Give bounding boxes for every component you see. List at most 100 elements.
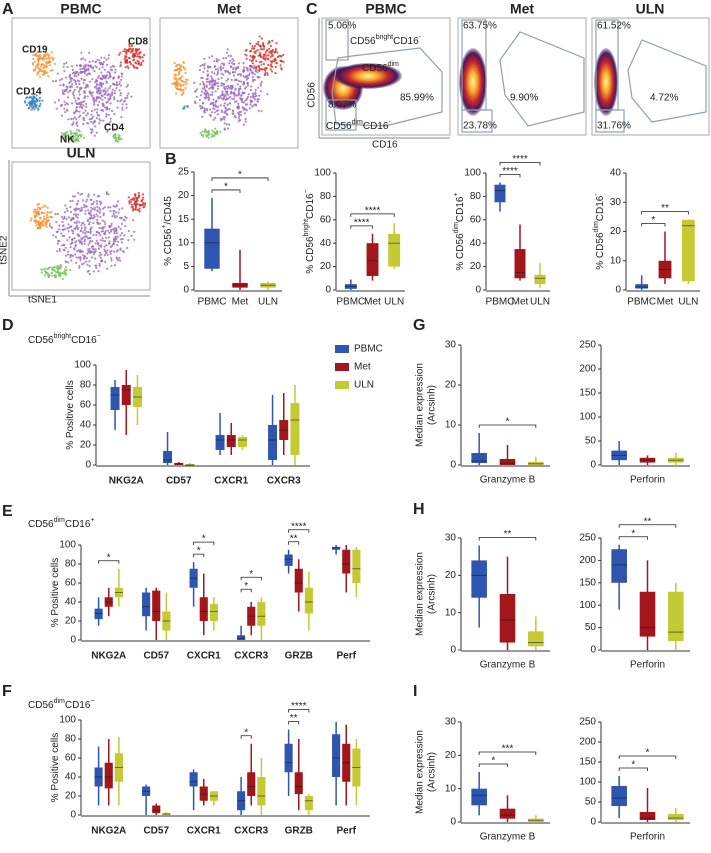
population-label-part: CD56 (362, 63, 388, 74)
tsne-dot (119, 51, 122, 54)
tsne-dot (251, 47, 254, 50)
tsne-dot (206, 80, 209, 83)
tsne-dot (29, 219, 32, 222)
x-tick-label: CD57 (143, 826, 169, 837)
tsne-dot (36, 73, 39, 76)
tsne-dot (128, 57, 131, 60)
tsne-dot (108, 108, 111, 111)
tsne-dot (44, 221, 47, 224)
tsne-dot (98, 122, 101, 125)
tsne-dot (116, 240, 119, 243)
tsne-dot (129, 63, 133, 66)
tsne-dot (103, 254, 106, 257)
tsne-dot (237, 120, 240, 123)
tsne-dot (41, 206, 44, 209)
tsne-dot (201, 130, 204, 133)
tsne-dot (96, 209, 99, 212)
tsne-dot (102, 82, 105, 85)
y-tick-label: 100 (59, 540, 76, 551)
tsne-dot (73, 116, 76, 119)
gate-percent: 4.72% (650, 93, 678, 104)
tsne-dot (203, 64, 206, 67)
tsne-dot (30, 217, 33, 220)
tsne-dot (223, 118, 226, 121)
tsne-title: ULN (67, 145, 96, 161)
y-tick-label: 150 (579, 388, 596, 399)
tsne-dot (114, 132, 117, 135)
population-label-part: CD56 (350, 36, 376, 47)
y-tick-label: 10 (610, 255, 622, 266)
box (237, 437, 247, 447)
tsne-dot (81, 263, 84, 266)
tsne-dot (76, 135, 80, 138)
tsne-dot (116, 235, 119, 238)
tsne-dot (67, 230, 70, 233)
panel-letter: E (2, 503, 13, 520)
tsne-dot (250, 85, 253, 88)
tsne-dot (75, 118, 78, 121)
legend-swatch (335, 381, 349, 389)
tsne-dot (246, 74, 249, 77)
chart-title-part: CD56 (28, 335, 54, 346)
tsne-dot (37, 213, 40, 216)
tsne-dot (86, 248, 90, 251)
tsne-dot (48, 64, 52, 67)
tsne-dot (83, 91, 86, 95)
tsne-dot (133, 230, 136, 233)
tsne-dot (207, 131, 210, 134)
tsne-dot (54, 236, 58, 239)
tsne-dot (181, 75, 184, 78)
tsne-dot (275, 42, 278, 45)
tsne-dot (91, 247, 94, 250)
tsne-dot (61, 244, 64, 247)
significance-label: * (244, 727, 248, 738)
tsne-dot (67, 137, 70, 140)
tsne-dot (83, 229, 86, 232)
tsne-dot (79, 103, 82, 106)
flow-frame (321, 17, 451, 136)
tsne-dot (87, 64, 90, 67)
y-tick-label: 60 (65, 753, 77, 764)
tsne-dot (201, 106, 204, 110)
tsne-dot (79, 193, 82, 196)
y-tick-label: 20 (65, 616, 77, 627)
population-label: CD56dim (362, 61, 399, 73)
tsne-dot (114, 216, 117, 219)
tsne-dot (32, 68, 35, 72)
tsne-dot (270, 70, 274, 73)
box (639, 591, 656, 637)
tsne-dot (216, 82, 220, 85)
tsne-dot (71, 199, 74, 203)
gate-percent: 31.76% (597, 121, 631, 132)
tsne-dot (228, 102, 231, 105)
tsne-dot (90, 209, 93, 212)
tsne-dot (108, 231, 111, 234)
tsne-dot (58, 249, 62, 252)
tsne-dot (94, 250, 97, 253)
tsne-dot (99, 119, 102, 122)
tsne-dot (252, 96, 255, 99)
x-tick-label: Met (512, 297, 529, 308)
tsne-dot (222, 116, 225, 119)
tsne-dot (274, 65, 277, 69)
significance-bracket (240, 588, 252, 593)
tsne-dot (204, 97, 207, 100)
tsne-dot (24, 101, 27, 104)
tsne-dot (82, 82, 85, 85)
x-tick-label: Met (232, 297, 249, 308)
tsne-dot (47, 273, 50, 277)
tsne-dot (74, 133, 77, 136)
tsne-dot (64, 111, 67, 114)
tsne-dot (256, 71, 259, 74)
tsne-dot (77, 249, 80, 252)
tsne-dot (87, 69, 90, 72)
tsne-dot (207, 96, 210, 99)
tsne-scatter (29, 191, 147, 280)
tsne-dot (72, 232, 75, 235)
tsne-dot (33, 96, 36, 99)
tsne-dot (185, 78, 188, 81)
tsne-dot (120, 78, 123, 81)
tsne-dot (77, 233, 80, 236)
tsne-dot (88, 241, 91, 244)
tsne-dot (59, 79, 62, 82)
